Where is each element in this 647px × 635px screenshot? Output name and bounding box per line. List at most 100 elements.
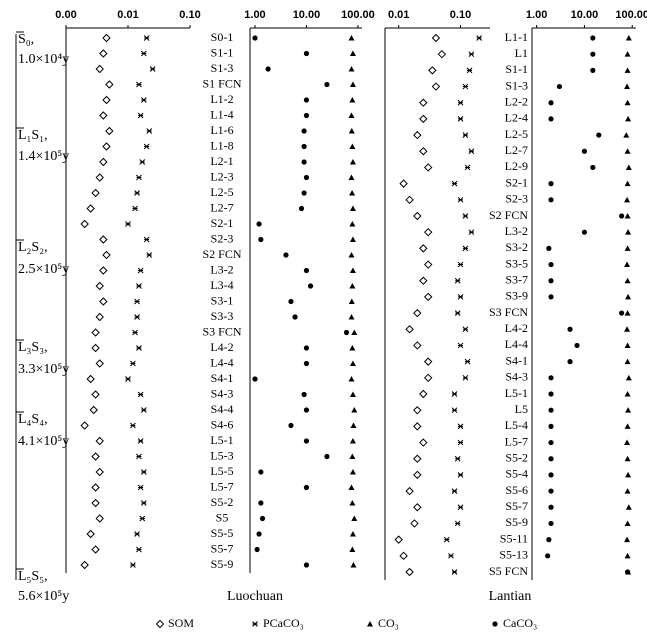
sample-label: S1-1: [505, 62, 528, 76]
som-point: [102, 142, 111, 151]
sample-label: L4-4: [210, 355, 233, 369]
strat-unit: L₃S₃,: [18, 340, 48, 355]
tick-label: 0.10: [179, 9, 200, 21]
sample-label: L5-3: [210, 448, 233, 462]
som-point: [91, 328, 100, 337]
pcaco3-point: [462, 132, 469, 138]
som-point: [95, 359, 104, 368]
co3-point: [349, 531, 356, 537]
som-point: [413, 503, 422, 512]
co3-point: [625, 115, 632, 122]
sample-label: L4-2: [210, 340, 233, 354]
co3-point: [348, 66, 355, 72]
caco3-point: [303, 484, 310, 491]
pcaco3-point: [140, 50, 147, 57]
caco3-point: [545, 553, 551, 559]
som-point: [413, 308, 422, 318]
pcaco3-point: [134, 190, 140, 196]
pcaco3-point: [457, 342, 464, 349]
pcaco3-point: [468, 229, 475, 236]
pcaco3-point: [454, 455, 461, 462]
som-point: [419, 244, 428, 253]
sample-label: S5-5: [211, 526, 234, 540]
som-point: [95, 312, 104, 322]
co3-point: [625, 164, 632, 170]
sample-label: S4-1: [505, 353, 528, 367]
co3-point: [349, 546, 356, 552]
som-point: [99, 235, 108, 244]
caco3-point: [252, 35, 258, 41]
pcaco3-point: [454, 310, 461, 316]
som-point: [405, 567, 414, 577]
caco3-point: [301, 159, 307, 165]
pcaco3-point: [143, 35, 150, 41]
caco3-point: [548, 520, 554, 527]
som-point: [413, 470, 422, 480]
caco3-point: [548, 375, 554, 381]
caco3-point: [252, 376, 258, 382]
pcaco3-point: [457, 116, 464, 122]
caco3-point: [303, 267, 310, 274]
sample-label: S1-3: [211, 61, 234, 75]
caco3-point: [619, 310, 625, 316]
co3-point: [348, 314, 355, 320]
co3-point: [624, 51, 631, 57]
som-point: [431, 82, 441, 91]
som-point: [95, 64, 104, 74]
caco3-point: [256, 531, 262, 537]
som-point: [413, 454, 422, 463]
caco3-point: [303, 50, 310, 57]
caco3-point: [548, 294, 554, 300]
sample-label: S5-2: [211, 495, 234, 509]
pcaco3-point: [136, 453, 142, 460]
caco3-point: [548, 488, 554, 494]
co3-point: [624, 455, 631, 462]
caco3-point: [307, 283, 314, 289]
strat-age: 4.1×10⁵y: [18, 434, 69, 449]
co3-point: [624, 536, 631, 543]
sample-label: L2-2: [505, 94, 528, 108]
chart-title: Luochuan: [227, 589, 283, 604]
pcaco3-point: [454, 277, 461, 284]
caco3-point: [548, 439, 554, 446]
som-point: [413, 341, 422, 350]
som-point: [91, 188, 100, 198]
caco3-point: [548, 100, 554, 106]
co3-point: [351, 407, 358, 413]
pcaco3-point: [134, 298, 140, 305]
som-point: [80, 219, 89, 229]
pcaco3-point: [457, 439, 464, 446]
legend-label: CO₃: [378, 616, 399, 630]
co3-point: [349, 500, 356, 506]
sample-label: S3-1: [211, 293, 234, 307]
som-point: [80, 560, 89, 570]
pcaco3-point: [457, 423, 464, 430]
som-point: [399, 551, 408, 561]
caco3-point: [590, 67, 596, 73]
som-point: [86, 374, 95, 384]
som-point: [95, 436, 104, 446]
caco3-point: [556, 83, 563, 90]
pcaco3-point: [462, 213, 469, 219]
co3-point: [624, 552, 631, 559]
co3-point: [349, 143, 356, 149]
caco3-point: [301, 391, 307, 398]
caco3-point: [258, 500, 264, 506]
som-point: [410, 519, 419, 528]
strat-age: 1.0×10⁴y: [18, 52, 69, 67]
tick-label: 1.00: [526, 9, 547, 21]
sample-label: S3 FCN: [202, 324, 241, 338]
pcaco3-point: [464, 358, 471, 365]
som-point: [394, 535, 403, 544]
legend-marker: [492, 621, 498, 627]
sample-label: L5-7: [210, 479, 233, 493]
sample-label: S3-2: [505, 240, 528, 254]
som-point: [423, 163, 433, 172]
caco3-point: [548, 423, 554, 429]
caco3-point: [548, 181, 554, 187]
som-point: [419, 98, 428, 107]
pcaco3-point: [457, 504, 464, 511]
sample-label: L5-7: [505, 434, 528, 448]
som-point: [405, 486, 414, 496]
pcaco3-point: [139, 159, 146, 165]
